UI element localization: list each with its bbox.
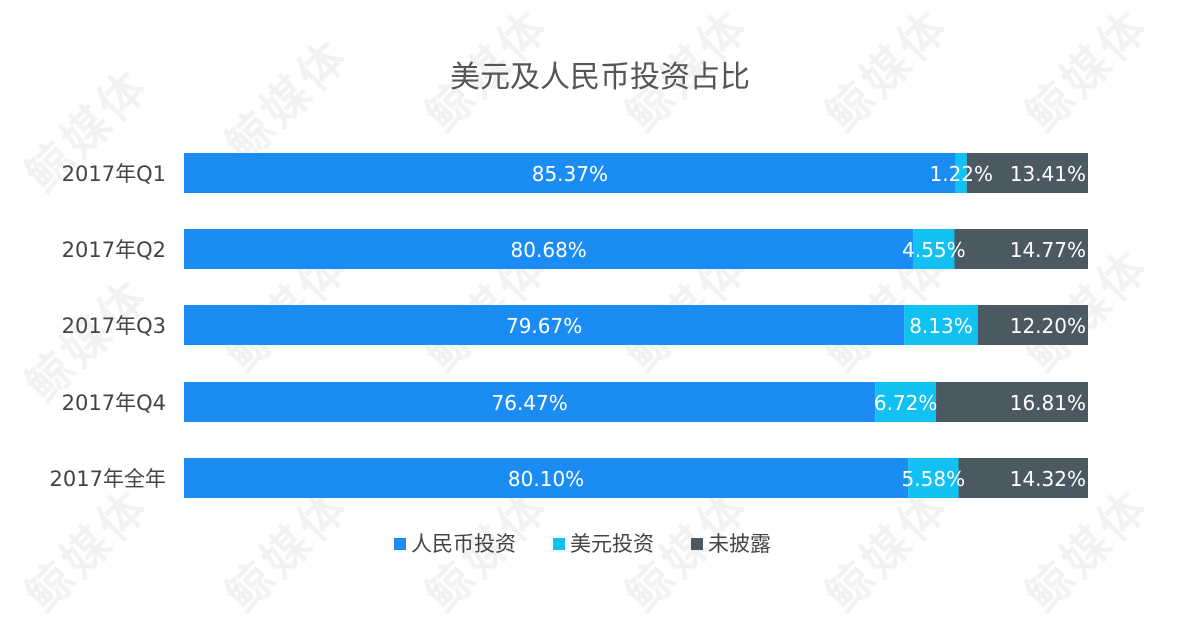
bar-segment-undisclosed [936, 382, 1088, 422]
data-label: 13.41% [1010, 162, 1086, 186]
legend-label: 未披露 [708, 532, 771, 556]
category-label: 2017年Q3 [62, 314, 166, 338]
legend-swatch [394, 538, 406, 550]
data-label: 79.67% [506, 314, 582, 338]
bar-segment-usd [908, 458, 959, 498]
data-label: 14.32% [1010, 467, 1086, 491]
data-label: 85.37% [532, 162, 608, 186]
bar-segment-rmb [184, 382, 876, 422]
bar-segment-usd [875, 382, 937, 422]
data-label: 16.81% [1010, 391, 1086, 415]
bar-segment-rmb [184, 305, 905, 345]
legend-label: 美元投资 [570, 532, 654, 556]
data-label: 14.77% [1010, 238, 1086, 262]
legend-swatch [691, 538, 703, 550]
category-label: 2017年Q1 [62, 162, 166, 186]
data-label: 80.10% [508, 467, 584, 491]
category-label: 2017年Q2 [62, 238, 166, 262]
bar-segment-undisclosed [958, 458, 1088, 498]
legend-swatch [553, 538, 565, 550]
data-label: 12.20% [1010, 314, 1086, 338]
category-label: 2017年Q4 [62, 391, 166, 415]
bar-segment-rmb [184, 458, 909, 498]
bar-segment-undisclosed [977, 305, 1088, 345]
data-label: 5.58% [902, 467, 966, 491]
bar-segment-rmb [184, 153, 956, 193]
bar-segment-undisclosed [966, 153, 1088, 193]
legend-label: 人民币投资 [411, 532, 516, 556]
data-label: 76.47% [492, 391, 568, 415]
bar-segment-usd [955, 153, 967, 193]
chart-title: 美元及人民币投资占比 [450, 60, 750, 95]
data-label: 80.68% [511, 238, 587, 262]
bar-segment-usd [913, 229, 955, 269]
category-label: 2017年全年 [50, 467, 166, 491]
data-label: 4.55% [902, 238, 966, 262]
bar-segment-usd [904, 305, 978, 345]
data-label: 6.72% [874, 391, 938, 415]
bar-segment-undisclosed [954, 229, 1088, 269]
bar-segment-rmb [184, 229, 914, 269]
data-label: 8.13% [909, 314, 973, 338]
data-label: 1.22% [929, 162, 993, 186]
